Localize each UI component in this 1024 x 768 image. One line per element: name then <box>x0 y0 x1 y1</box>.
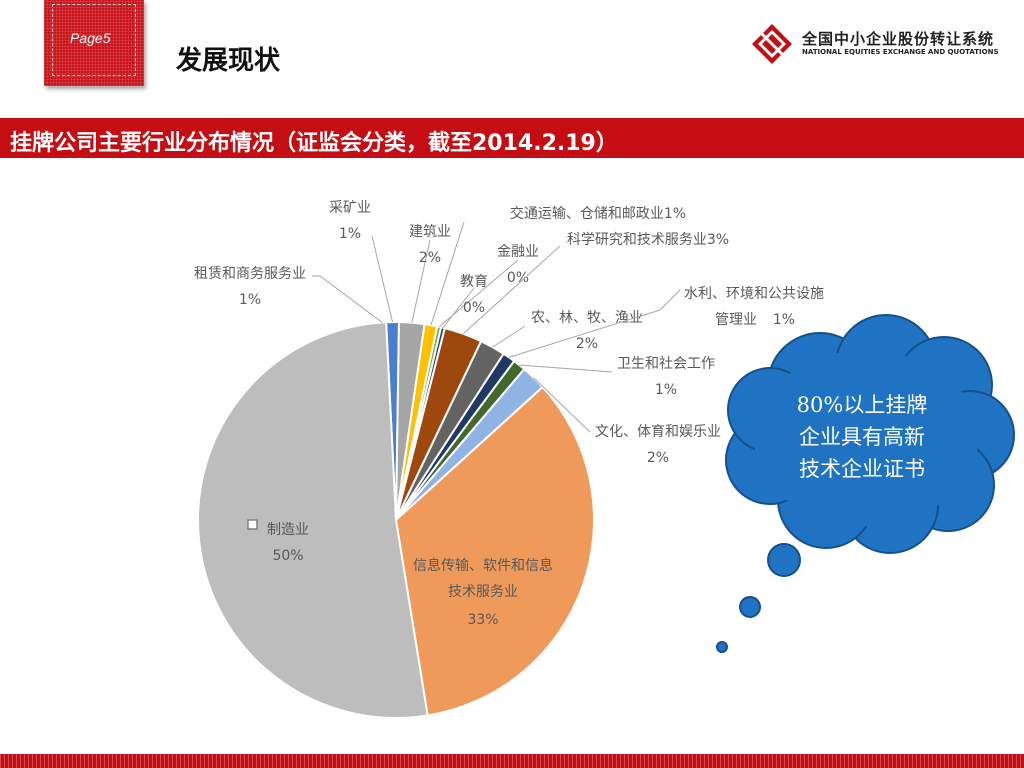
slice-name-label: 管理业 <box>715 312 757 328</box>
slice-name-label: 金融业 <box>497 244 539 260</box>
slice-name-label: 水利、环境和公共设施 <box>684 286 824 302</box>
section-banner: 挂牌公司主要行业分布情况（证监会分类，截至2014.2.19） <box>0 118 1024 158</box>
pie-slice <box>197 321 429 719</box>
logo-mark-icon <box>752 24 792 64</box>
slice-value-label: 0% <box>507 270 529 286</box>
slice-name-label: 信息传输、软件和信息 <box>413 557 553 574</box>
leader-line <box>312 275 383 323</box>
slice-name-label: 农、林、牧、渔业 <box>531 310 643 326</box>
callout-line: 80%以上挂牌 <box>797 393 928 417</box>
page-number: Page5 <box>70 30 111 46</box>
slice-name-label: 卫生和社会工作 <box>617 356 715 372</box>
logo: 全国中小企业股份转让系统 NATIONAL EQUITIES EXCHANGE … <box>752 24 1002 64</box>
callout-line: 技术企业证书 <box>799 457 925 481</box>
industry-pie-chart: 采矿业 1% 建筑业 2% 交通运输、仓储和邮政业1% 金融业 0% 教育 0% 科学研究和技术服… <box>194 200 1015 719</box>
slice-value-label: 1% <box>655 382 677 398</box>
slice-value-label: 2% <box>647 450 669 466</box>
bottom-bar <box>0 754 1024 768</box>
legend-marker <box>247 519 258 530</box>
slice-name-label: 建筑业 <box>409 224 451 240</box>
leader-line <box>411 239 431 323</box>
leader-line <box>462 245 561 335</box>
leader-line <box>533 377 591 433</box>
slice-name-label: 采矿业 <box>329 200 371 216</box>
pie-slice <box>394 385 595 717</box>
slice-name-label: 交通运输、仓储和邮政业1% <box>510 205 686 222</box>
page-badge-border <box>52 4 136 76</box>
slice-name-label: 技术服务业 <box>448 584 518 600</box>
callout-line: 企业具有高新 <box>799 425 925 449</box>
slice-value-label: 1% <box>339 226 361 242</box>
slice-value-label: 2% <box>419 250 441 266</box>
logo-chinese-text: 全国中小企业股份转让系统 <box>802 30 995 48</box>
thought-bubble <box>716 641 728 653</box>
leader-line <box>442 287 475 328</box>
cloud-body <box>754 350 978 526</box>
leader-line <box>519 364 613 373</box>
leader-line <box>508 289 681 358</box>
leader-line <box>492 325 526 348</box>
page-title: 发展现状 <box>176 46 281 76</box>
slice-value-label: 33% <box>467 612 498 628</box>
banner-title: 挂牌公司主要行业分布情况（证监会分类，截至2014.2.19） <box>10 131 618 156</box>
slice-name-label: 制造业 <box>267 522 309 538</box>
thought-bubble <box>739 596 761 618</box>
slice-value-label: 1% <box>773 312 795 328</box>
page-badge: Page5 <box>44 0 144 86</box>
logo-english-text: NATIONAL EQUITIES EXCHANGE AND QUOTATION… <box>802 48 999 56</box>
slice-value-label: 0% <box>463 300 485 316</box>
leader-line <box>371 235 394 323</box>
thought-bubble <box>767 543 801 577</box>
leader-line <box>430 221 465 326</box>
slice-value-label: 1% <box>239 292 261 308</box>
slice-value-label: 50% <box>272 548 303 564</box>
slice-name-label: 教育 <box>460 274 488 290</box>
slice-value-label: 2% <box>576 336 598 352</box>
slice-name-label: 租赁和商务服务业 <box>194 266 306 282</box>
slice-name-label: 文化、体育和娱乐业 <box>595 424 721 440</box>
slice-name-label: 科学研究和技术服务业3% <box>567 232 729 248</box>
